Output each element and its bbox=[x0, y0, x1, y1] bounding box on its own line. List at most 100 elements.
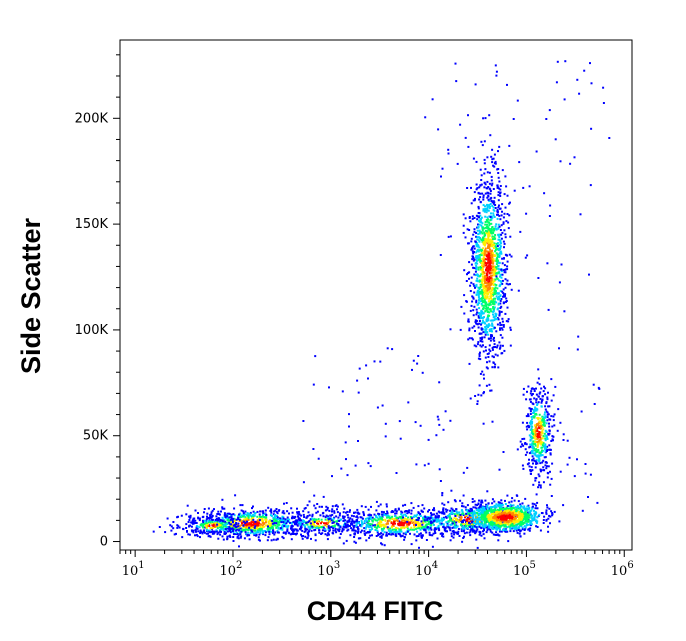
density-dot bbox=[400, 524, 403, 527]
density-dot bbox=[486, 315, 489, 318]
density-dot bbox=[536, 462, 539, 465]
density-dot bbox=[468, 337, 471, 340]
density-dot bbox=[366, 517, 369, 520]
density-dot bbox=[479, 286, 482, 288]
density-dot bbox=[461, 505, 463, 508]
density-dot bbox=[542, 442, 545, 444]
density-dot bbox=[278, 521, 281, 524]
density-dot bbox=[468, 514, 471, 517]
density-dot bbox=[544, 461, 547, 464]
density-dot bbox=[291, 511, 294, 514]
density-dot bbox=[504, 286, 507, 289]
density-dot bbox=[490, 508, 492, 511]
density-dot bbox=[507, 523, 510, 526]
density-dot bbox=[461, 509, 463, 512]
density-dot bbox=[493, 201, 496, 204]
density-dot bbox=[493, 306, 496, 309]
density-dot bbox=[530, 514, 533, 517]
density-dot bbox=[435, 520, 438, 523]
density-dot bbox=[247, 531, 250, 534]
density-dot bbox=[500, 233, 503, 236]
density-dot bbox=[492, 228, 495, 231]
density-dot bbox=[186, 530, 188, 533]
density-dot bbox=[546, 398, 549, 401]
density-dot bbox=[550, 415, 553, 418]
density-dot bbox=[443, 503, 446, 506]
density-dot bbox=[510, 500, 513, 503]
density-dot bbox=[495, 295, 498, 298]
density-dot bbox=[544, 439, 547, 442]
density-dot bbox=[369, 529, 372, 532]
density-dot bbox=[485, 279, 488, 282]
density-dot bbox=[479, 168, 482, 171]
density-dot bbox=[454, 526, 457, 529]
density-dot bbox=[494, 318, 497, 321]
density-dot bbox=[460, 305, 463, 308]
density-dot bbox=[444, 527, 447, 530]
density-dot bbox=[485, 272, 488, 275]
density-dot bbox=[537, 418, 540, 421]
density-dot bbox=[481, 222, 484, 225]
density-dot bbox=[500, 298, 503, 300]
density-dot bbox=[472, 252, 475, 255]
density-dot bbox=[526, 509, 529, 512]
density-dot bbox=[454, 531, 457, 534]
density-dot bbox=[477, 393, 480, 396]
density-dot bbox=[492, 291, 495, 294]
density-dot bbox=[491, 158, 494, 161]
density-dot bbox=[228, 516, 231, 519]
density-dot bbox=[503, 268, 506, 271]
density-dot bbox=[480, 310, 483, 313]
density-dot bbox=[528, 407, 531, 410]
density-dot bbox=[406, 512, 409, 515]
density-dot bbox=[437, 516, 440, 519]
density-dot bbox=[483, 519, 486, 522]
density-dot bbox=[455, 524, 458, 527]
density-dot bbox=[478, 280, 481, 283]
density-dot bbox=[303, 507, 306, 510]
density-dot bbox=[360, 529, 363, 532]
density-dot bbox=[538, 431, 541, 433]
density-dot bbox=[499, 192, 501, 195]
density-dot bbox=[477, 212, 480, 214]
density-dot bbox=[233, 522, 236, 525]
density-dot bbox=[247, 516, 250, 519]
density-dot bbox=[491, 148, 494, 151]
density-dot bbox=[475, 516, 477, 519]
density-dot bbox=[542, 435, 545, 438]
density-dot bbox=[480, 179, 483, 181]
density-dot bbox=[394, 529, 397, 532]
density-dot bbox=[344, 519, 347, 522]
density-dot bbox=[457, 530, 460, 533]
density-dot bbox=[332, 529, 335, 532]
density-dot bbox=[264, 531, 267, 534]
density-dot bbox=[466, 511, 469, 513]
density-dot bbox=[380, 535, 383, 538]
density-dot bbox=[363, 530, 366, 533]
density-dot bbox=[489, 530, 492, 533]
density-dot bbox=[497, 227, 500, 230]
density-dot bbox=[221, 535, 224, 538]
density-dot bbox=[380, 542, 382, 545]
density-dot bbox=[481, 319, 484, 322]
density-dot bbox=[253, 514, 256, 517]
density-dot bbox=[502, 269, 505, 272]
density-dot bbox=[389, 527, 392, 530]
density-dot bbox=[506, 530, 509, 533]
density-dot bbox=[501, 231, 504, 234]
density-dot bbox=[215, 529, 218, 532]
density-dot bbox=[526, 520, 528, 523]
density-dot bbox=[412, 521, 415, 524]
density-dot bbox=[482, 392, 485, 395]
density-dot bbox=[380, 524, 383, 527]
density-dot bbox=[481, 288, 484, 291]
density-dot bbox=[486, 216, 489, 219]
density-dot bbox=[551, 513, 554, 516]
density-dot bbox=[482, 344, 484, 347]
density-dot bbox=[491, 355, 494, 358]
density-dot bbox=[476, 311, 479, 314]
density-dot bbox=[519, 440, 522, 443]
density-dot bbox=[338, 514, 341, 517]
density-dot bbox=[469, 284, 472, 287]
density-dot bbox=[491, 522, 494, 525]
